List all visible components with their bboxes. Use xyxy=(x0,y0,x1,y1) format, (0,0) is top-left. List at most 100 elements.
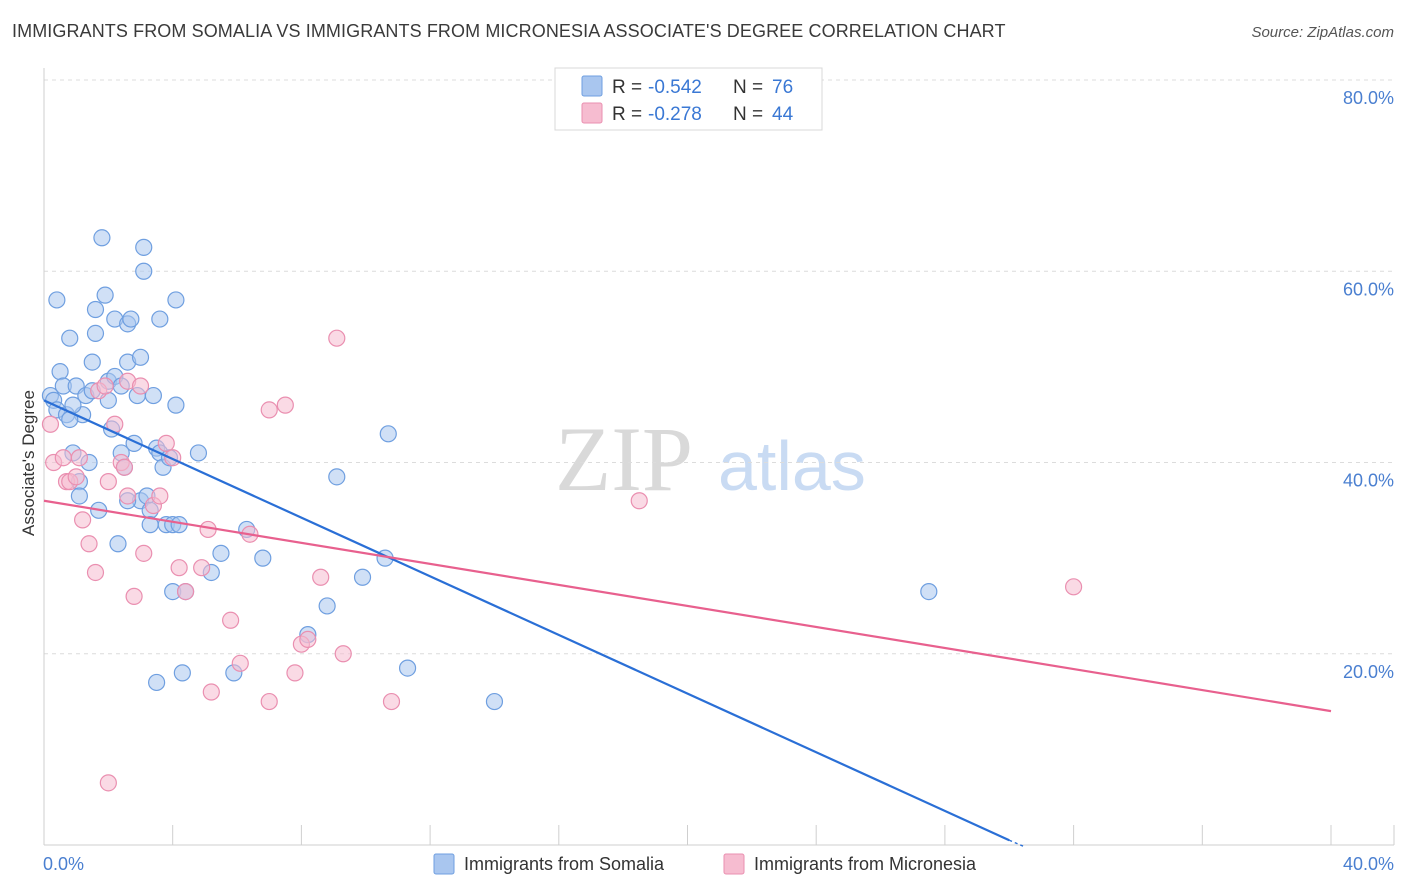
somalia-point xyxy=(93,229,111,247)
legend-r-value-somalia: -0.542 xyxy=(648,77,702,98)
micronesia-point xyxy=(299,630,317,649)
micronesia-point xyxy=(96,377,114,395)
somalia-point xyxy=(51,363,69,381)
micronesia-point xyxy=(125,587,143,605)
y-axis-title: Associate's Degree xyxy=(19,390,38,536)
somalia-point xyxy=(122,310,140,328)
somalia-point xyxy=(70,487,88,505)
micronesia-point xyxy=(164,449,182,467)
legend-n-label-micronesia: N = xyxy=(733,104,763,125)
micronesia-point xyxy=(54,449,72,467)
legend-r-value-micronesia: -0.278 xyxy=(648,104,702,125)
x-ticks xyxy=(43,825,1395,845)
micronesia-point xyxy=(176,582,195,601)
micronesia-point xyxy=(260,692,278,711)
somalia-point xyxy=(920,582,938,601)
somalia-trend-line xyxy=(43,399,1010,842)
somalia-point xyxy=(485,692,504,711)
somalia-point xyxy=(151,310,169,328)
somalia-point xyxy=(398,659,417,677)
micronesia-point xyxy=(99,774,117,792)
somalia-point xyxy=(167,291,185,309)
legend-r-label-somalia: R = xyxy=(612,77,642,98)
micronesia-point xyxy=(260,401,278,419)
bottom-legend-swatch-somalia xyxy=(433,853,455,875)
micronesia-point xyxy=(70,449,88,467)
somalia-point xyxy=(148,673,166,692)
y-tick-label: 40.0% xyxy=(1343,471,1394,491)
micronesia-point xyxy=(286,664,304,682)
y-tick-label: 60.0% xyxy=(1343,279,1394,299)
somalia-point xyxy=(48,291,66,309)
micronesia-point xyxy=(131,377,150,395)
micronesia-point xyxy=(231,654,249,672)
somalia-point xyxy=(167,396,185,414)
x-tick-label-max: 40.0% xyxy=(1343,854,1394,874)
bottom-legend-label-somalia: Immigrants from Somalia xyxy=(464,854,665,874)
somalia-point xyxy=(189,444,208,462)
somalia-point xyxy=(96,286,114,304)
legend-n-value-somalia: 76 xyxy=(772,77,793,98)
chart-title: IMMIGRANTS FROM SOMALIA VS IMMIGRANTS FR… xyxy=(12,21,1006,41)
somalia-point xyxy=(144,386,162,405)
micronesia-point xyxy=(276,396,294,414)
watermark-zip: ZIP xyxy=(555,408,693,510)
somalia-point xyxy=(135,238,153,256)
somalia-point xyxy=(135,262,153,280)
micronesia-point xyxy=(86,563,105,582)
somalia-point xyxy=(379,425,397,443)
somalia-point xyxy=(212,544,230,562)
micronesia-point xyxy=(202,683,220,701)
micronesia-point xyxy=(67,468,85,486)
micronesia-point xyxy=(74,511,92,529)
somalia-point xyxy=(328,468,346,486)
micronesia-point xyxy=(193,559,211,577)
micronesia-point xyxy=(119,487,137,505)
trend-lines xyxy=(43,399,1332,847)
somalia-point xyxy=(353,568,372,586)
watermark-atlas: atlas xyxy=(718,427,866,505)
legend-swatch-micronesia xyxy=(581,102,603,124)
legend-n-label-somalia: N = xyxy=(733,77,763,98)
stats-legend: R = -0.542 N = 76 R = -0.278 N = 44 xyxy=(554,67,823,131)
somalia-point xyxy=(173,664,191,682)
micronesia-point xyxy=(99,473,117,491)
somalia-point xyxy=(109,535,127,553)
bottom-legend-swatch-micronesia xyxy=(723,853,745,875)
micronesia-point xyxy=(157,434,175,452)
micronesia-trend-line xyxy=(43,499,1332,713)
y-tick-label: 20.0% xyxy=(1343,662,1394,682)
somalia-point xyxy=(131,348,150,366)
x-tick-label-min: 0.0% xyxy=(43,854,84,874)
somalia-trend-extension xyxy=(1008,839,1024,847)
somalia-point xyxy=(254,549,272,567)
legend-r-label-micronesia: R = xyxy=(612,104,642,125)
grid-lines xyxy=(44,79,1394,655)
series-legend: Immigrants from Somalia Immigrants from … xyxy=(433,853,977,875)
legend-swatch-somalia xyxy=(581,75,603,97)
micronesia-point xyxy=(170,559,188,577)
bottom-legend-label-micronesia: Immigrants from Micronesia xyxy=(754,854,977,874)
somalia-point xyxy=(61,329,79,347)
micronesia-point xyxy=(80,535,98,553)
somalia-point xyxy=(86,300,105,319)
micronesia-point xyxy=(222,611,240,629)
somalia-point xyxy=(83,353,101,371)
micronesia-point xyxy=(334,645,352,663)
source-label: Source: ZipAtlas.com xyxy=(1251,24,1394,41)
y-tick-labels: 20.0% 40.0% 60.0% 80.0% xyxy=(1343,88,1394,682)
micronesia-point xyxy=(630,492,648,510)
micronesia-point xyxy=(312,568,330,586)
axes xyxy=(43,68,1394,846)
micronesia-point xyxy=(115,458,134,476)
somalia-point xyxy=(318,597,336,615)
micronesia-point xyxy=(151,487,169,505)
micronesia-point xyxy=(382,692,401,711)
somalia-point xyxy=(86,324,105,343)
y-tick-label: 80.0% xyxy=(1343,88,1394,108)
legend-n-value-micronesia: 44 xyxy=(772,104,794,125)
micronesia-point xyxy=(1064,578,1083,596)
micronesia-point xyxy=(135,544,153,562)
micronesia-point xyxy=(328,329,346,347)
